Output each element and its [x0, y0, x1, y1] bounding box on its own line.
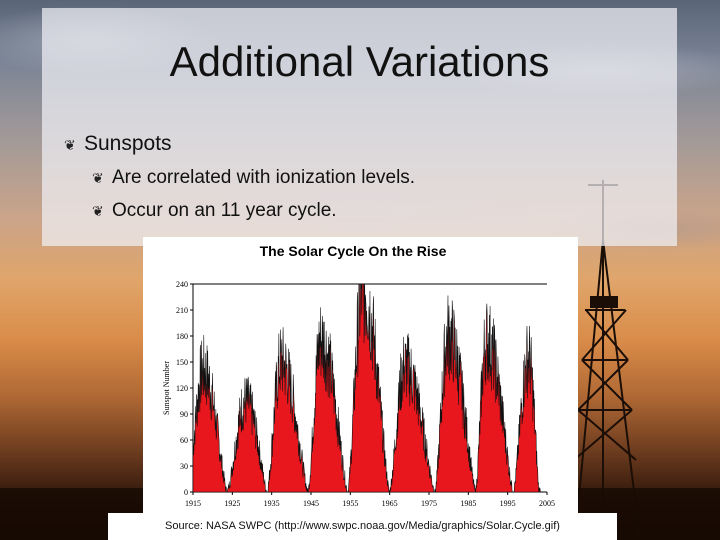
y-tick-label: 240: [176, 280, 188, 289]
x-tick-label: 2005: [539, 499, 555, 508]
x-tick-label: 1945: [303, 499, 319, 508]
y-tick-label: 120: [176, 384, 188, 393]
slide-title: Additional Variations: [169, 38, 550, 85]
y-tick-label: 60: [180, 436, 188, 445]
y-tick-label: 30: [180, 462, 188, 471]
source-caption: Source: NASA SWPC (http://www.swpc.noaa.…: [108, 513, 617, 540]
bullet-text: Occur on an 11 year cycle.: [112, 200, 337, 221]
x-tick-label: 1965: [382, 499, 398, 508]
bullet-cycle: ❦ Occur on an 11 year cycle.: [92, 200, 337, 222]
x-tick-label: 1915: [185, 499, 201, 508]
y-tick-label: 150: [176, 358, 188, 367]
leaf-bullet-icon: ❦: [92, 204, 104, 220]
x-tick-label: 1975: [421, 499, 437, 508]
leaf-bullet-icon: ❦: [64, 138, 76, 154]
leaf-bullet-icon: ❦: [92, 171, 104, 187]
bullet-text: Are correlated with ionization levels.: [112, 167, 416, 188]
y-tick-label: 90: [180, 410, 188, 419]
x-tick-label: 1985: [460, 499, 476, 508]
chart-canvas: 0 30 60 90 120 150 180 210 240 1915 1925 1935 1945 19…: [162, 280, 555, 508]
sunspot-area-series: [192, 283, 542, 493]
x-tick-label: 1995: [500, 499, 516, 508]
title-panel: [42, 8, 677, 246]
y-axis-label: Sunspot Number: [162, 361, 171, 415]
x-tick-label: 1925: [224, 499, 240, 508]
y-tick-label: 180: [176, 332, 188, 341]
bullet-text: Sunspots: [84, 132, 172, 155]
y-tick-label: 210: [176, 306, 188, 315]
x-tick-label: 1935: [264, 499, 280, 508]
chart-title: The Solar Cycle On the Rise: [259, 243, 447, 259]
x-tick-label: 1955: [342, 499, 358, 508]
solar-cycle-chart: The Solar Cycle On the Rise 0 30 60 90 120 15…: [143, 237, 578, 514]
bullet-ionization: ❦ Are correlated with ionization levels.: [92, 167, 415, 189]
bullet-sunspots: ❦ Sunspots: [64, 132, 172, 156]
y-tick-label: 0: [184, 488, 188, 497]
